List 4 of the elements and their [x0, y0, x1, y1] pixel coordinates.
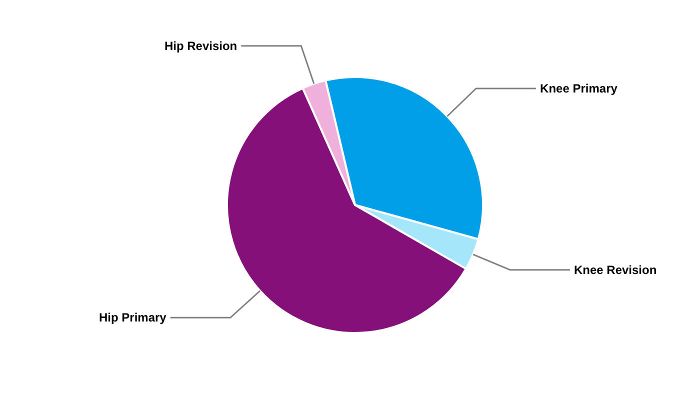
- slice-label: Knee Revision: [574, 262, 657, 277]
- slice-label: Hip Revision: [164, 38, 238, 53]
- slice-label: Knee Primary: [540, 82, 618, 96]
- slice-label: Hip Primary: [98, 310, 167, 325]
